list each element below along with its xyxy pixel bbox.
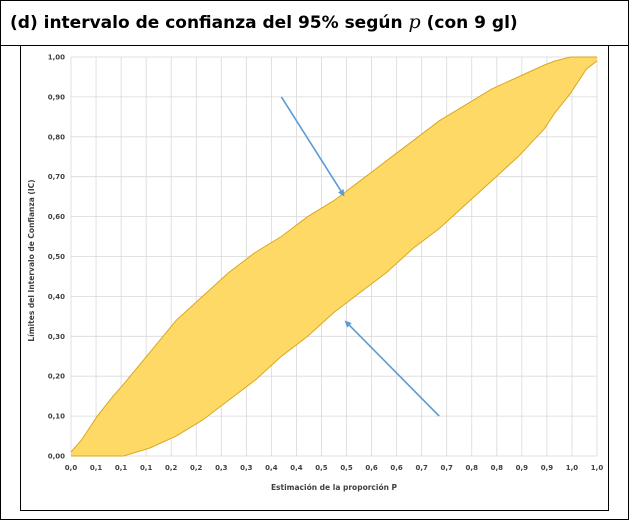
title-variable: p — [408, 11, 421, 33]
figure-header: (d) intervalo de confianza del 95% según… — [0, 0, 629, 46]
y-tick-label: 0,20 — [48, 373, 65, 381]
x-tick-label: 0,1 — [90, 464, 103, 472]
x-tick-label: 0,5 — [315, 464, 328, 472]
y-tick-label: 0,40 — [48, 293, 65, 301]
arrow-shaft — [280, 96, 342, 192]
x-tick-label: 0,1 — [140, 464, 153, 472]
x-tick-label: 0,9 — [516, 464, 529, 472]
annotation-arrows — [280, 96, 440, 417]
y-tick-label: 0,10 — [48, 413, 65, 421]
arrow-head — [344, 320, 352, 328]
arrow-shaft — [348, 324, 440, 417]
band-fill — [71, 57, 597, 456]
x-tick-label: 0,2 — [190, 464, 203, 472]
title-prefix: (d) intervalo de confianza del 95% según — [10, 13, 409, 33]
y-tick-label: 0,80 — [48, 133, 65, 141]
y-tick-label: 0,70 — [48, 173, 65, 181]
x-tick-label: 0,2 — [165, 464, 178, 472]
upper-limit-line — [70, 56, 597, 453]
x-tick-label: 1,0 — [566, 464, 579, 472]
y-tick-label: 0,90 — [48, 93, 65, 101]
x-axis-title: Estimación de la proporción P — [271, 483, 398, 492]
x-tick-label: 0,8 — [491, 464, 504, 472]
x-tick-label: 0,9 — [541, 464, 554, 472]
lower-limit-line — [71, 60, 598, 457]
y-axis-title: Límites del Intervalo de Confianza (IC) — [27, 179, 36, 341]
x-tick-label: 0,1 — [115, 464, 128, 472]
x-axis-ticks: 0,0 0,1 0,1 0,1 0,2 0,2 0,3 0,3 0,4 0,4 0,5 0,5 0,6 0… — [65, 464, 604, 472]
y-tick-label: 1,00 — [48, 54, 65, 62]
y-tick-label: 0,30 — [48, 333, 65, 341]
x-tick-label: 0,6 — [390, 464, 403, 472]
y-tick-label: 0,60 — [48, 213, 65, 221]
x-tick-label: 1,0 — [591, 464, 604, 472]
chart-box — [20, 46, 609, 511]
y-axis-ticks: 0,00 0,10 0,20 0,30 0,40 0,50 0,60 0,70 0,80 0,90… — [48, 54, 65, 461]
arrow-head — [338, 189, 345, 197]
x-tick-label: 0,7 — [415, 464, 428, 472]
title-suffix: (con 9 gl) — [420, 13, 518, 33]
x-tick-label: 0,3 — [215, 464, 228, 472]
annotation-arrow — [280, 96, 345, 197]
figure-title: (d) intervalo de confianza del 95% según… — [10, 11, 518, 33]
x-tick-label: 0,6 — [365, 464, 378, 472]
x-tick-label: 0,4 — [290, 464, 303, 472]
y-tick-label: 0,00 — [48, 453, 65, 461]
x-tick-label: 0,7 — [441, 464, 454, 472]
x-tick-label: 0,8 — [466, 464, 479, 472]
annotation-arrow — [344, 320, 440, 417]
x-tick-label: 0,4 — [265, 464, 278, 472]
confidence-band — [70, 56, 598, 457]
x-tick-label: 0,5 — [340, 464, 353, 472]
y-tick-label: 0,50 — [48, 253, 65, 261]
x-tick-label: 0,0 — [65, 464, 78, 472]
x-tick-label: 0,3 — [240, 464, 253, 472]
